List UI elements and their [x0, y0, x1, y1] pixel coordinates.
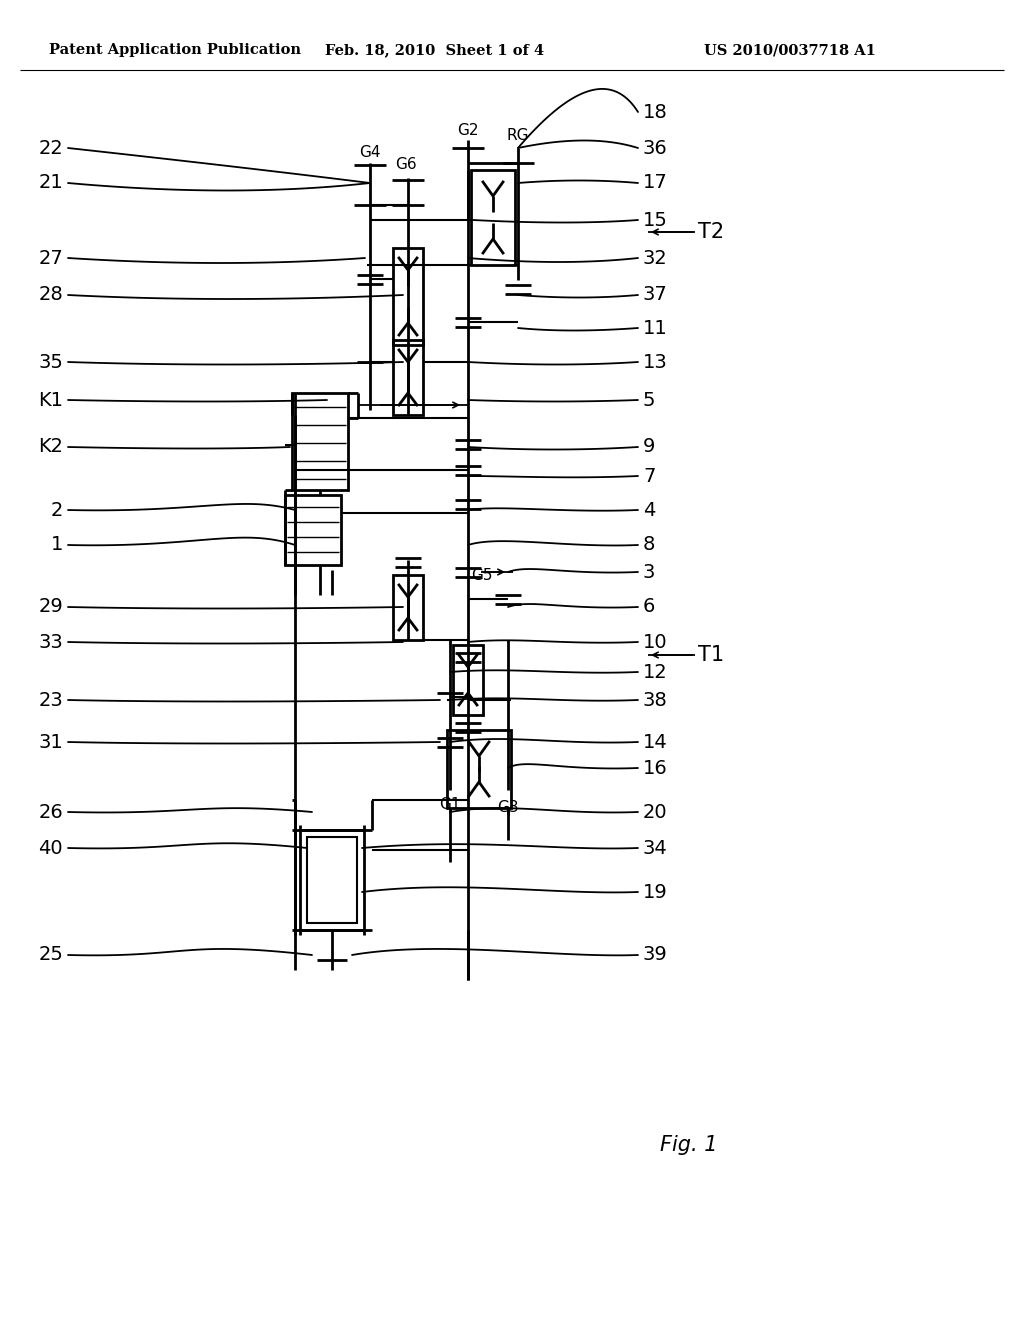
Text: G2: G2: [458, 123, 479, 139]
Bar: [453, 645, 483, 715]
Text: K2: K2: [38, 437, 63, 457]
Text: 18: 18: [643, 103, 668, 121]
Text: 26: 26: [38, 803, 63, 821]
Bar: [393, 341, 423, 414]
Bar: [300, 830, 364, 931]
Bar: [285, 495, 341, 565]
Text: 6: 6: [643, 598, 655, 616]
Text: G6: G6: [395, 157, 417, 172]
Text: 9: 9: [643, 437, 655, 457]
Text: 22: 22: [38, 139, 63, 157]
Text: Fig. 1: Fig. 1: [660, 1135, 718, 1155]
Text: 15: 15: [643, 210, 668, 230]
Bar: [292, 393, 348, 490]
Text: 37: 37: [643, 285, 668, 305]
Text: 7: 7: [643, 466, 655, 486]
Text: 34: 34: [643, 838, 668, 858]
Text: 2: 2: [50, 500, 63, 520]
Bar: [471, 170, 515, 265]
Text: 11: 11: [643, 318, 668, 338]
Text: 10: 10: [643, 632, 668, 652]
Text: RG: RG: [507, 128, 529, 143]
Text: 21: 21: [38, 173, 63, 193]
Text: 28: 28: [38, 285, 63, 305]
Text: T2: T2: [698, 222, 724, 242]
Text: 4: 4: [643, 500, 655, 520]
Text: US 2010/0037718 A1: US 2010/0037718 A1: [705, 44, 876, 57]
Text: 3: 3: [643, 562, 655, 582]
Text: 12: 12: [643, 663, 668, 681]
Text: 38: 38: [643, 690, 668, 710]
Text: 13: 13: [643, 352, 668, 371]
Text: 20: 20: [643, 803, 668, 821]
Text: G3: G3: [498, 800, 519, 814]
Text: 25: 25: [38, 945, 63, 965]
Bar: [307, 837, 357, 923]
Text: 27: 27: [38, 248, 63, 268]
Text: Patent Application Publication: Patent Application Publication: [49, 44, 301, 57]
Text: 8: 8: [643, 536, 655, 554]
Text: 31: 31: [38, 733, 63, 751]
Text: T1: T1: [698, 645, 724, 665]
Text: K1: K1: [38, 391, 63, 409]
Bar: [393, 248, 423, 345]
Text: 23: 23: [38, 690, 63, 710]
Text: 29: 29: [38, 598, 63, 616]
Text: 16: 16: [643, 759, 668, 777]
Text: G5: G5: [471, 568, 493, 582]
Text: 14: 14: [643, 733, 668, 751]
Text: 35: 35: [38, 352, 63, 371]
Text: G4: G4: [359, 145, 381, 160]
Text: G1: G1: [439, 797, 461, 812]
Text: 1: 1: [50, 536, 63, 554]
Text: 39: 39: [643, 945, 668, 965]
Text: 5: 5: [643, 391, 655, 409]
Text: Feb. 18, 2010  Sheet 1 of 4: Feb. 18, 2010 Sheet 1 of 4: [326, 44, 545, 57]
Text: 19: 19: [643, 883, 668, 902]
Bar: [393, 576, 423, 640]
Bar: [447, 730, 511, 808]
Text: 32: 32: [643, 248, 668, 268]
Text: 17: 17: [643, 173, 668, 193]
Text: 36: 36: [643, 139, 668, 157]
Text: 40: 40: [38, 838, 63, 858]
Text: 33: 33: [38, 632, 63, 652]
